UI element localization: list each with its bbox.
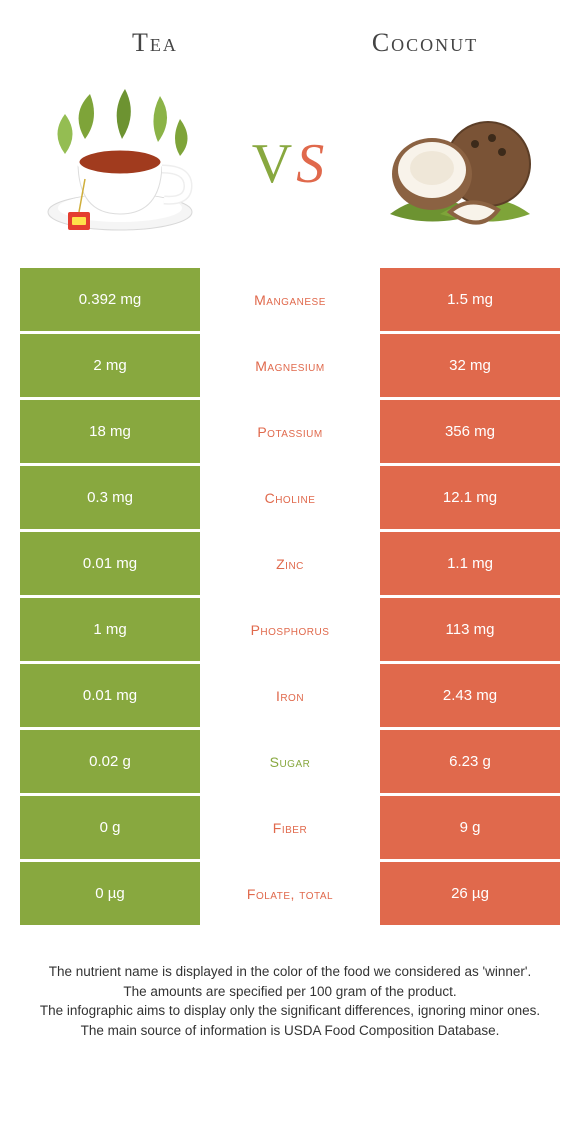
footer-line: The nutrient name is displayed in the co… xyxy=(36,962,544,982)
table-row: 0.02 gSugar6.23 g xyxy=(20,730,560,793)
footer-line: The infographic aims to display only the… xyxy=(36,1001,544,1021)
left-value-cell: 0.01 mg xyxy=(20,532,200,595)
nutrient-name-cell: Magnesium xyxy=(200,334,380,397)
right-value-cell: 9 g xyxy=(380,796,560,859)
nutrient-name-cell: Folate, total xyxy=(200,862,380,925)
nutrient-name-cell: Manganese xyxy=(200,268,380,331)
vs-label: VS xyxy=(252,132,328,196)
right-food-title: Coconut xyxy=(290,28,560,58)
table-row: 2 mgMagnesium32 mg xyxy=(20,334,560,397)
tea-image xyxy=(30,84,210,244)
right-value-cell: 356 mg xyxy=(380,400,560,463)
table-row: 18 mgPotassium356 mg xyxy=(20,400,560,463)
vs-v-letter: V xyxy=(252,133,296,195)
table-row: 0 gFiber9 g xyxy=(20,796,560,859)
right-value-cell: 1.1 mg xyxy=(380,532,560,595)
left-value-cell: 18 mg xyxy=(20,400,200,463)
nutrient-name-cell: Zinc xyxy=(200,532,380,595)
left-value-cell: 0 g xyxy=(20,796,200,859)
left-value-cell: 0.392 mg xyxy=(20,268,200,331)
coconut-image xyxy=(370,84,550,244)
left-value-cell: 1 mg xyxy=(20,598,200,661)
table-row: 0 µgFolate, total26 µg xyxy=(20,862,560,925)
vs-s-letter: S xyxy=(296,133,328,195)
left-value-cell: 0.02 g xyxy=(20,730,200,793)
table-row: 1 mgPhosphorus113 mg xyxy=(20,598,560,661)
right-value-cell: 1.5 mg xyxy=(380,268,560,331)
nutrient-name-cell: Sugar xyxy=(200,730,380,793)
left-food-title: Tea xyxy=(20,28,290,58)
footer-notes: The nutrient name is displayed in the co… xyxy=(0,928,580,1040)
left-value-cell: 0.3 mg xyxy=(20,466,200,529)
table-row: 0.01 mgZinc1.1 mg xyxy=(20,532,560,595)
right-value-cell: 32 mg xyxy=(380,334,560,397)
table-row: 0.3 mgCholine12.1 mg xyxy=(20,466,560,529)
footer-line: The main source of information is USDA F… xyxy=(36,1021,544,1041)
table-row: 0.01 mgIron2.43 mg xyxy=(20,664,560,727)
comparison-table: 0.392 mgManganese1.5 mg2 mgMagnesium32 m… xyxy=(20,268,560,925)
left-value-cell: 0.01 mg xyxy=(20,664,200,727)
right-value-cell: 12.1 mg xyxy=(380,466,560,529)
table-row: 0.392 mgManganese1.5 mg xyxy=(20,268,560,331)
nutrient-name-cell: Phosphorus xyxy=(200,598,380,661)
header: Tea Coconut xyxy=(0,0,580,68)
coconut-icon xyxy=(370,84,550,244)
images-row: VS xyxy=(0,68,580,268)
tea-icon xyxy=(30,84,210,244)
nutrient-name-cell: Potassium xyxy=(200,400,380,463)
right-value-cell: 2.43 mg xyxy=(380,664,560,727)
right-value-cell: 26 µg xyxy=(380,862,560,925)
left-value-cell: 0 µg xyxy=(20,862,200,925)
nutrient-name-cell: Iron xyxy=(200,664,380,727)
nutrient-name-cell: Fiber xyxy=(200,796,380,859)
nutrient-name-cell: Choline xyxy=(200,466,380,529)
right-value-cell: 113 mg xyxy=(380,598,560,661)
right-value-cell: 6.23 g xyxy=(380,730,560,793)
left-value-cell: 2 mg xyxy=(20,334,200,397)
footer-line: The amounts are specified per 100 gram o… xyxy=(36,982,544,1002)
